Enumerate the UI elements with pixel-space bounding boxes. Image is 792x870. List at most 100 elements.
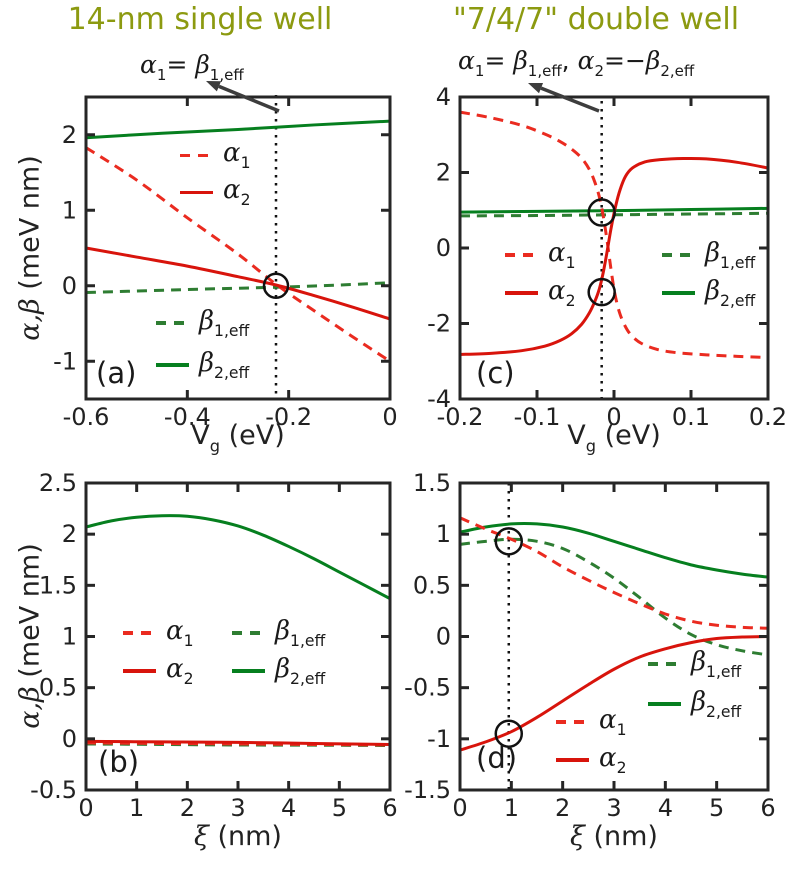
panel-c-chart: -0.2 -0.1 0 0.1 0.2 -4 -2 0 2 4 (c) bbox=[400, 45, 792, 460]
text-segment: 1 bbox=[565, 254, 576, 272]
svg-text:-1: -1 bbox=[53, 347, 77, 375]
legend-item-alpha1: α1 bbox=[556, 703, 626, 741]
svg-text:0: 0 bbox=[452, 794, 467, 822]
text-segment: α bbox=[140, 50, 157, 79]
text-segment: 1,eff bbox=[290, 632, 326, 650]
text-segment: 1,eff bbox=[214, 322, 250, 340]
legend-item-beta1eff: β1,eff bbox=[156, 302, 249, 344]
text-segment: ξ bbox=[194, 821, 209, 852]
curves-group bbox=[459, 516, 769, 752]
svg-text:-0.2: -0.2 bbox=[265, 403, 312, 431]
svg-text:0.5: 0.5 bbox=[413, 571, 451, 599]
text-segment: α bbox=[599, 742, 617, 773]
svg-text:0: 0 bbox=[436, 234, 451, 262]
tick-marks bbox=[458, 95, 770, 401]
legend-label-alpha1: α1 bbox=[599, 705, 626, 739]
svg-text:3: 3 bbox=[606, 794, 621, 822]
legend-swatch-beta2eff bbox=[648, 702, 681, 706]
chart-svg-c: -0.2 -0.1 0 0.1 0.2 -4 -2 0 2 4 (c) bbox=[427, 83, 787, 431]
legend-item-alpha2: α2 bbox=[180, 174, 250, 211]
x-axis-label-panel-c: Vg (eV) bbox=[460, 420, 768, 455]
svg-text:2: 2 bbox=[436, 159, 451, 187]
svg-text:2: 2 bbox=[555, 794, 570, 822]
annotation-equal-couplings-right: α1= β1,eff, α2=−β2,eff bbox=[458, 46, 694, 80]
svg-text:4: 4 bbox=[658, 794, 673, 822]
text-segment: 1 bbox=[240, 154, 251, 173]
chart-svg-b: 0 1 2 3 4 5 6-0.500.511.522.5(b) bbox=[30, 469, 397, 822]
svg-text:0: 0 bbox=[382, 403, 397, 431]
highlight-circle bbox=[587, 277, 616, 307]
svg-text:2: 2 bbox=[180, 794, 195, 822]
curve-alpha2 bbox=[459, 156, 769, 356]
curve-alpha2 bbox=[85, 739, 391, 746]
text-segment: = bbox=[484, 46, 514, 75]
text-segment: 1,eff bbox=[527, 61, 562, 80]
legend-label-alpha2: α2 bbox=[166, 654, 193, 688]
legend-label-beta2eff: β2,eff bbox=[199, 348, 249, 382]
svg-text:1: 1 bbox=[129, 794, 144, 822]
svg-text:2: 2 bbox=[62, 121, 77, 149]
svg-text:4: 4 bbox=[281, 794, 296, 822]
text-segment: β bbox=[691, 646, 707, 677]
text-segment: α bbox=[548, 275, 566, 306]
text-segment: β bbox=[691, 686, 707, 717]
legend-swatch-beta1eff bbox=[156, 321, 189, 325]
text-segment: 2 bbox=[183, 670, 194, 688]
text-segment: g bbox=[585, 436, 597, 456]
svg-text:5: 5 bbox=[332, 794, 347, 822]
curve-alpha1 bbox=[459, 516, 769, 630]
svg-text:6: 6 bbox=[760, 794, 775, 822]
x-axis-label-panel-a: Vg (eV) bbox=[86, 420, 390, 455]
text-segment: β bbox=[199, 305, 215, 336]
legend-item-beta2eff: β2,eff bbox=[232, 652, 325, 690]
text-segment: V bbox=[567, 420, 586, 451]
text-segment: 1,eff bbox=[720, 254, 756, 272]
legend-label-beta2eff: β2,eff bbox=[705, 276, 755, 310]
legend-d-0: β1,eff β2,eff bbox=[648, 644, 741, 724]
legend-swatch-beta1eff bbox=[662, 253, 695, 257]
text-segment: 2,eff bbox=[660, 61, 695, 80]
legend-label-alpha1: α1 bbox=[166, 616, 193, 650]
text-segment: = bbox=[166, 50, 196, 79]
svg-text:1: 1 bbox=[504, 794, 519, 822]
legend-item-alpha2: α2 bbox=[556, 741, 626, 779]
svg-text:-1.5: -1.5 bbox=[404, 776, 451, 804]
tick-labels: 0 1 2 3 4 5 6 -1.5 -1 -0.5 0 0.5 1 1.5 bbox=[404, 469, 775, 822]
svg-text:-0.5: -0.5 bbox=[30, 776, 77, 804]
text-segment: α bbox=[223, 138, 241, 169]
text-segment: α bbox=[223, 175, 241, 206]
text-segment: 1 bbox=[183, 632, 194, 650]
legend-swatch-alpha2 bbox=[180, 190, 213, 195]
legend-c-1: β1,eff β2,eff bbox=[662, 236, 755, 312]
legend-swatch-alpha1 bbox=[180, 153, 213, 158]
svg-text:5: 5 bbox=[709, 794, 724, 822]
legend-swatch-beta2eff bbox=[156, 363, 189, 367]
legend-swatch-alpha1 bbox=[505, 253, 538, 257]
text-segment: β bbox=[513, 46, 528, 75]
legend-label-alpha1: α1 bbox=[223, 138, 250, 172]
legend-c-0: α1 α2 bbox=[505, 236, 575, 312]
svg-text:-2: -2 bbox=[427, 310, 451, 338]
legend-swatch-beta2eff bbox=[662, 291, 695, 295]
curve-alpha1 bbox=[459, 110, 769, 359]
curve-beta2eff bbox=[85, 119, 391, 140]
panel-a-chart: -0.6 -0.4 -0.2 0 -1 0 1 2 (a) bbox=[0, 45, 400, 460]
legend-d-1: α1 α2 bbox=[556, 703, 626, 779]
tick-labels: -0.6 -0.4 -0.2 0 -1 0 1 2 bbox=[53, 121, 398, 431]
column-title-double-well: "7/4/7" double well bbox=[452, 2, 740, 37]
legend-item-beta1eff: β1,eff bbox=[648, 644, 741, 684]
tick-labels: 0 1 2 3 4 5 6-0.500.511.522.5 bbox=[30, 469, 397, 822]
legend-swatch-alpha1 bbox=[556, 720, 589, 724]
svg-text:-0.2: -0.2 bbox=[437, 403, 484, 431]
curve-beta1eff bbox=[85, 281, 391, 295]
svg-text:2.5: 2.5 bbox=[39, 469, 77, 497]
highlight-circle bbox=[494, 719, 524, 748]
svg-text:3: 3 bbox=[230, 794, 245, 822]
text-segment: 2 bbox=[594, 61, 605, 80]
text-segment: =− bbox=[604, 46, 646, 75]
text-segment: g bbox=[209, 436, 221, 456]
curve-alpha2 bbox=[459, 635, 769, 752]
svg-text:0: 0 bbox=[62, 725, 77, 753]
text-segment: 1 bbox=[616, 721, 627, 739]
